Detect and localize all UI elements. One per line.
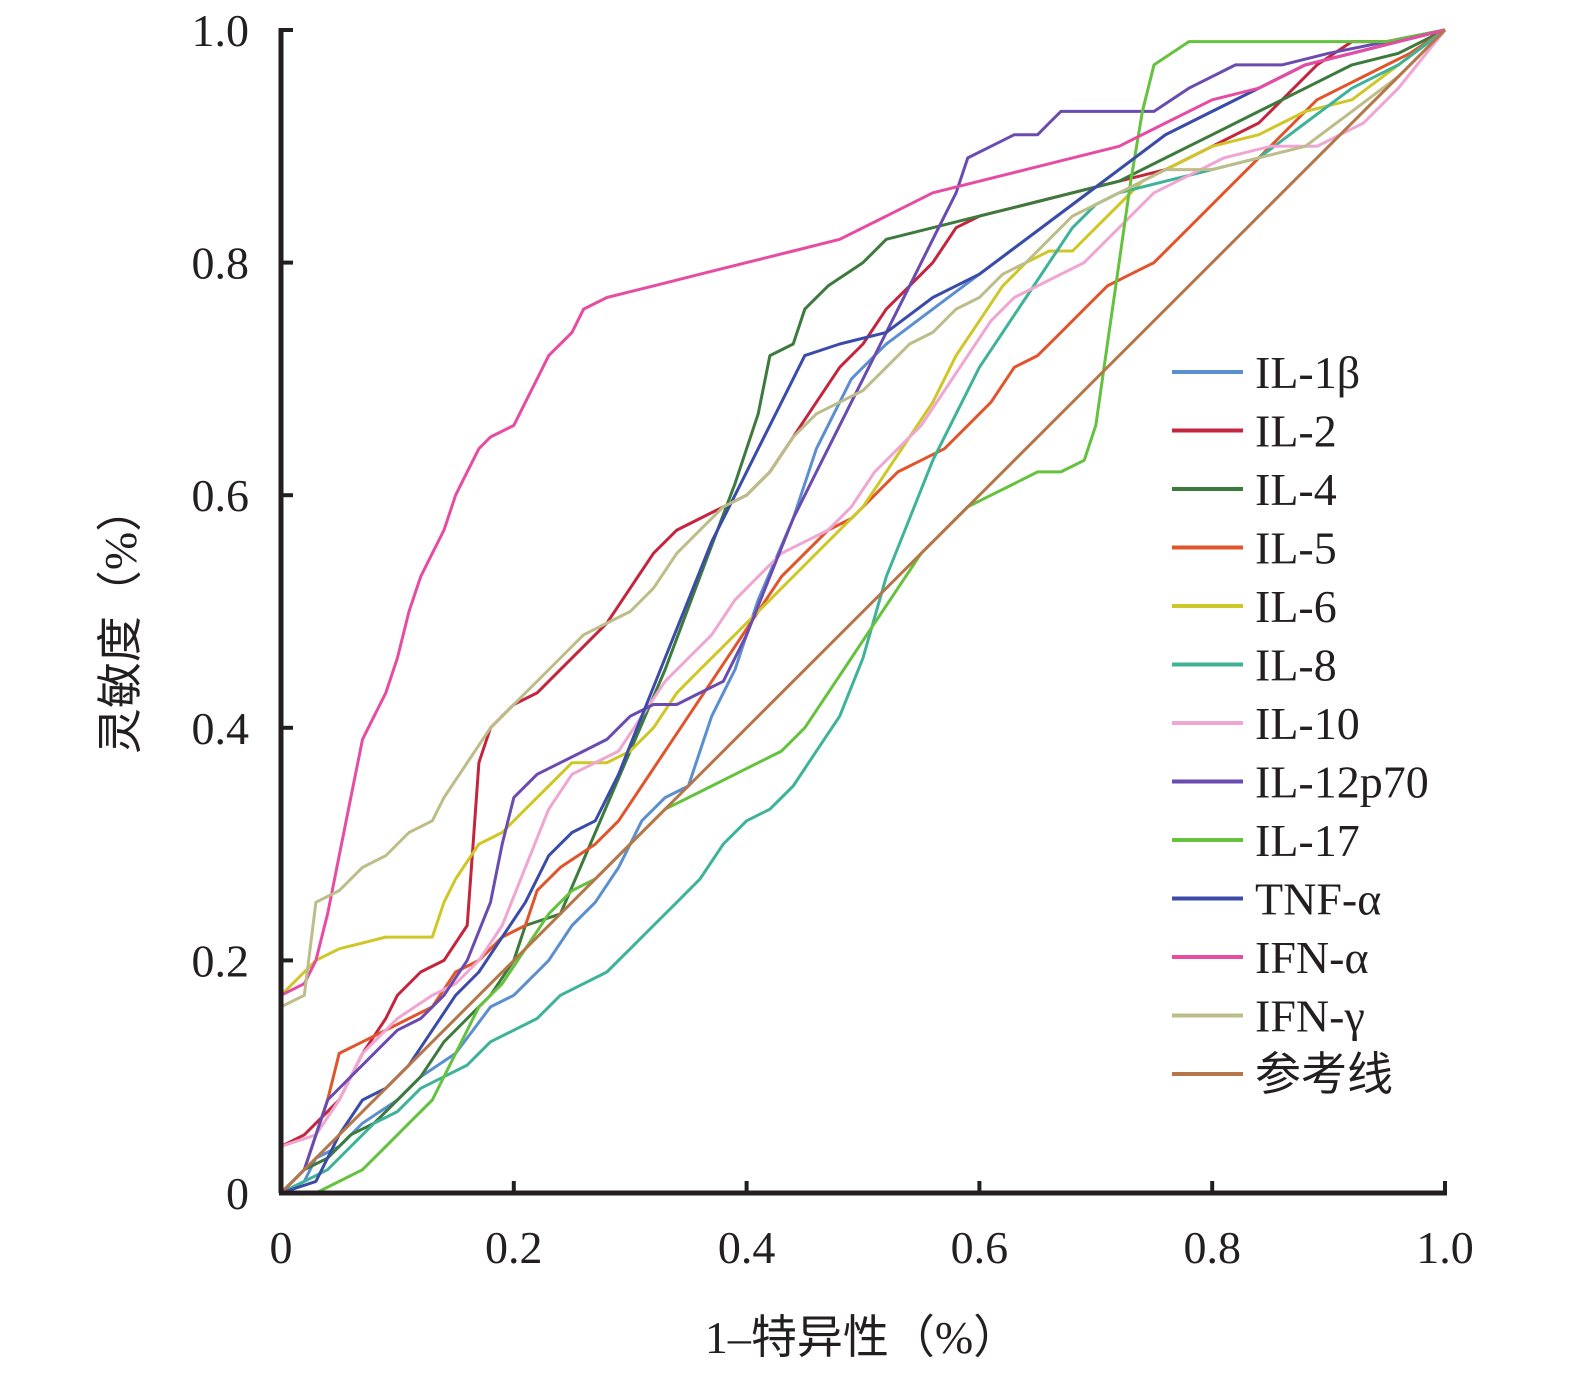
- y-tick-label: 0.8: [192, 238, 250, 289]
- x-axis-title: 1–特异性（%）: [705, 1312, 1019, 1363]
- series-line-8: [279, 28, 1446, 1195]
- x-tick-label: 0.2: [485, 1222, 543, 1273]
- series-line-13: [279, 28, 1447, 1195]
- legend-label: IL-6: [1255, 581, 1337, 632]
- legend-label: TNF-α: [1255, 874, 1381, 925]
- y-tick-label: 0.4: [192, 703, 250, 754]
- series-line-2: [279, 28, 1446, 1193]
- plot-lines: [279, 28, 1447, 1195]
- y-tick-label: 0.6: [192, 470, 250, 521]
- legend-label: IL-12p70: [1255, 757, 1429, 808]
- x-tick-label: 0: [270, 1222, 293, 1273]
- tick-labels: 0 0.2 0.4 0.6 0.8 1.0 0 0.2 0.4 0.6 0.8 1.0: [192, 5, 1474, 1273]
- series-line-9: [281, 28, 1446, 1195]
- axes: [278, 28, 1447, 1196]
- legend-label: IFN-γ: [1255, 991, 1365, 1042]
- series-line-3: [279, 28, 1446, 1195]
- series-line-11: [279, 28, 1446, 1193]
- series-line-10: [280, 28, 1446, 1195]
- legend-label: IL-1β: [1255, 347, 1360, 398]
- legend: IL-1β IL-2 IL-4 IL-5 IL-6 IL-8 IL-10 IL-12p70 IL…: [1172, 347, 1429, 1100]
- x-tick-label: 0.4: [718, 1222, 776, 1273]
- x-tick-label: 0.6: [951, 1222, 1009, 1273]
- legend-label: IL-8: [1255, 640, 1337, 691]
- y-tick-label: 0.2: [192, 935, 250, 986]
- y-tick-label: 1.0: [192, 5, 250, 56]
- y-tick-label: 0: [226, 1168, 249, 1219]
- series-line-12: [279, 28, 1447, 1193]
- legend-label: IL-5: [1255, 523, 1337, 574]
- legend-label: 参考线: [1255, 1049, 1393, 1100]
- legend-label: IL-10: [1255, 698, 1360, 749]
- legend-label: IL-17: [1255, 815, 1360, 866]
- legend-label: IFN-α: [1255, 932, 1369, 983]
- x-tick-label: 0.8: [1183, 1222, 1241, 1273]
- y-axis-title: 灵敏度（%）: [95, 486, 146, 754]
- series-line-7: [279, 29, 1447, 1193]
- x-tick-label: 1.0: [1416, 1222, 1474, 1273]
- legend-label: IL-4: [1255, 464, 1337, 515]
- legend-label: IL-2: [1255, 406, 1337, 457]
